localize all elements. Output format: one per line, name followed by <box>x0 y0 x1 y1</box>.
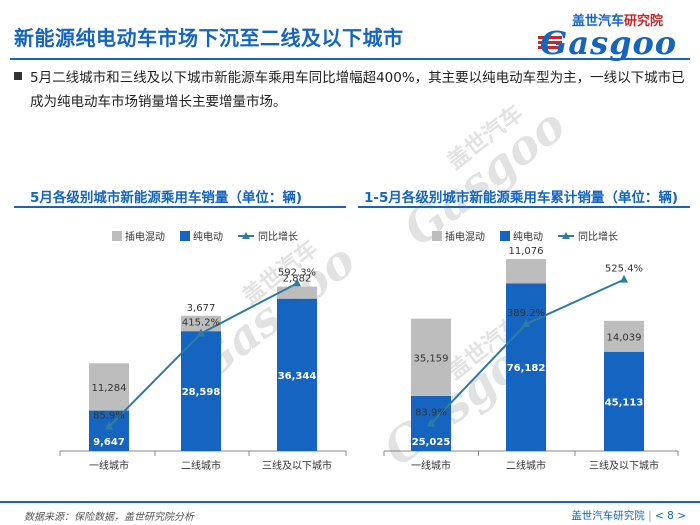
legend-swatch-phev <box>112 231 122 241</box>
growth-label: 525.4% <box>605 264 643 275</box>
x-tick-label: 一线城市 <box>411 459 451 472</box>
summary-text: 5月二线城市和三线及以下城市新能源车乘用车同比增幅超400%，其主要以纯电动车型… <box>30 70 685 110</box>
footer-org-name: 盖世汽车研究院 <box>571 510 645 522</box>
page-title: 新能源纯电动车市场下沉至二线及以下城市 <box>14 26 404 50</box>
legend-swatch-phev <box>432 231 442 241</box>
gasgoo-logo: 盖世汽车研究院 Gasgoo <box>538 10 688 62</box>
chart-monthly: 插电混动 纯电动 同比增长 9,647 11,284 一线城市 28,598 3,677 二线城… <box>59 230 347 472</box>
bar-bev <box>181 331 221 451</box>
header-divider <box>10 58 690 60</box>
growth-marker <box>105 421 113 430</box>
logo-en: Gasgoo <box>540 24 678 62</box>
chart-cumulative: 插电混动 纯电动 同比增长 25,025 35,159 一线城市 76,182 11,076 二… <box>383 230 679 472</box>
chart-title-monthly: 5月各级别城市新能源乘用车销量（单位：辆) <box>30 190 303 206</box>
x-tick-label: 二线城市 <box>506 459 546 472</box>
page-number: < 8 > <box>655 510 686 522</box>
bar-bev <box>277 298 317 451</box>
data-source: 数据来源：保险数据，盖世研究院分析 <box>24 512 194 523</box>
bar-phev <box>277 286 317 299</box>
data-label-phev: 11,076 <box>509 246 544 257</box>
data-label-bev: 9,647 <box>93 437 125 448</box>
growth-marker <box>427 418 435 427</box>
bar-bev <box>506 283 546 451</box>
legend-label-growth: 同比增长 <box>578 230 618 243</box>
growth-label: 83.9% <box>415 408 447 419</box>
legend-label-phev: 插电混动 <box>445 230 485 243</box>
growth-marker <box>620 274 628 283</box>
data-label-bev: 25,025 <box>412 437 451 448</box>
x-tick-label: 三线及以下城市 <box>262 459 332 472</box>
legend-label-phev: 插电混动 <box>125 230 165 243</box>
data-label-phev: 35,159 <box>414 353 449 364</box>
bar-bev <box>604 351 644 451</box>
x-tick-label: 二线城市 <box>181 459 221 472</box>
data-label-bev: 45,113 <box>605 397 644 408</box>
growth-label: 415.2% <box>182 317 220 328</box>
chart-title-cumulative: 1-5月各级别城市新能源乘用车累计销量（单位：辆) <box>364 190 679 206</box>
legend-swatch-bev <box>500 231 510 241</box>
legend-label-bev: 纯电动 <box>513 230 543 243</box>
growth-label: 592.3% <box>278 267 316 278</box>
logo-cn: 盖世汽车研究院 <box>572 14 664 29</box>
logo-stripes <box>538 36 562 51</box>
footer-divider <box>0 501 700 503</box>
bullet-square-icon <box>14 72 22 80</box>
data-label-phev: 14,039 <box>607 332 642 343</box>
growth-label: 85.9% <box>93 411 125 422</box>
footer-org: 盖世汽车研究院 | < 8 > <box>571 510 686 522</box>
legend-swatch-bev <box>180 231 190 241</box>
bar-phev <box>411 318 451 396</box>
data-label-bev: 36,344 <box>278 371 317 382</box>
growth-label: 389.2% <box>507 308 545 319</box>
data-label-bev: 28,598 <box>182 387 221 398</box>
bar-phev <box>604 320 644 352</box>
growth-marker <box>197 328 205 337</box>
bar-bev <box>89 410 129 451</box>
chart-title-underline <box>358 206 690 208</box>
x-tick-label: 三线及以下城市 <box>589 459 659 472</box>
bar-phev <box>506 259 546 284</box>
data-label-phev: 3,677 <box>187 303 216 314</box>
legend-label-bev: 纯电动 <box>193 230 223 243</box>
legend-label-growth: 同比增长 <box>258 230 298 243</box>
chart-title-underline <box>14 206 346 208</box>
chart-legend: 插电混动 纯电动 同比增长 <box>112 230 298 243</box>
x-tick-label: 一线城市 <box>89 459 129 472</box>
bar-phev <box>89 363 129 411</box>
growth-marker <box>522 319 530 328</box>
legend-marker-growth <box>562 232 570 239</box>
growth-marker <box>293 278 301 287</box>
data-label-bev: 76,182 <box>507 363 546 374</box>
legend-marker-growth <box>242 232 250 239</box>
chart-legend: 插电混动 纯电动 同比增长 <box>432 230 618 243</box>
data-label-phev: 11,284 <box>92 383 127 394</box>
